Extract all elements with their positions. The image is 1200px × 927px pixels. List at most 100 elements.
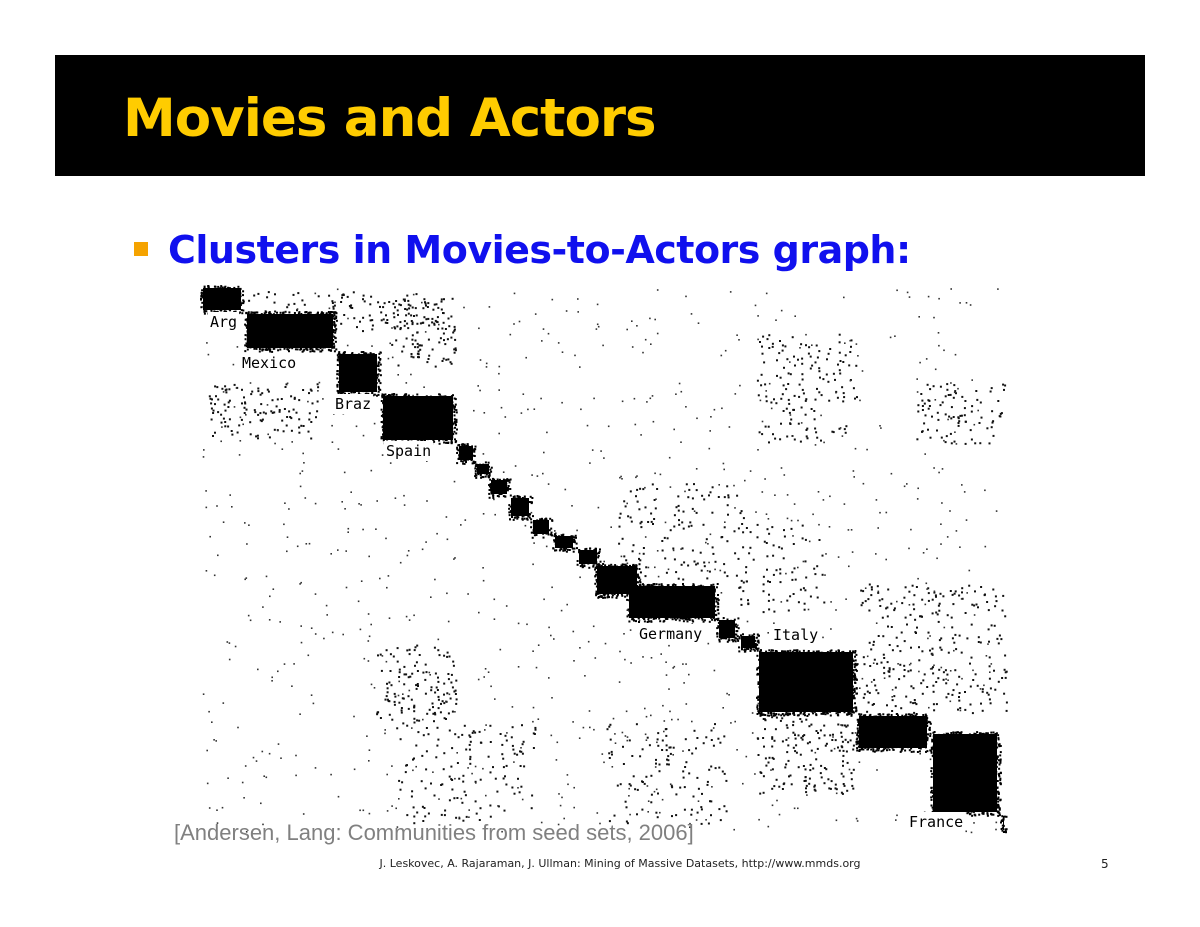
speckle-dot bbox=[758, 818, 760, 821]
cluster-dot bbox=[405, 397, 408, 400]
speckle-dot bbox=[232, 363, 235, 366]
speckle-dot bbox=[870, 681, 873, 683]
cluster-dot bbox=[385, 437, 388, 440]
cluster-dot bbox=[242, 290, 245, 293]
speckle-dot bbox=[773, 622, 775, 624]
noise-dot bbox=[530, 807, 533, 810]
speckle-dot bbox=[293, 663, 295, 665]
cluster-dot bbox=[416, 436, 419, 439]
noise-dot bbox=[800, 720, 803, 723]
speckle-dot bbox=[310, 627, 313, 629]
cluster-dot bbox=[443, 416, 446, 419]
noise-dot bbox=[275, 405, 278, 408]
noise-dot bbox=[950, 616, 953, 619]
noise-dot bbox=[804, 413, 807, 416]
cluster-dot bbox=[596, 552, 599, 555]
cluster-dot bbox=[432, 439, 435, 442]
cluster-dot bbox=[502, 489, 505, 492]
cluster-dot bbox=[234, 288, 237, 291]
cluster-dot bbox=[338, 364, 341, 367]
cluster-dot bbox=[303, 336, 306, 338]
noise-dot bbox=[773, 739, 776, 742]
cluster-dot bbox=[375, 382, 378, 384]
cluster-dot bbox=[204, 298, 207, 301]
cluster-dot bbox=[434, 410, 437, 413]
speckle-dot bbox=[668, 688, 670, 690]
noise-dot bbox=[890, 602, 893, 605]
cluster-dot bbox=[616, 575, 619, 578]
cluster-dot bbox=[336, 354, 339, 357]
cluster-dot bbox=[322, 322, 325, 325]
cluster-dot bbox=[455, 440, 458, 443]
noise-dot bbox=[813, 784, 816, 787]
cluster-dot bbox=[200, 291, 203, 294]
speckle-dot bbox=[754, 773, 756, 775]
noise-dot bbox=[671, 786, 674, 789]
noise-dot bbox=[792, 724, 795, 727]
cluster-dot bbox=[213, 307, 216, 310]
noise-dot bbox=[849, 739, 852, 742]
noise-dot bbox=[465, 815, 468, 818]
cluster-dot bbox=[449, 415, 452, 418]
cluster-dot bbox=[595, 551, 597, 554]
noise-dot bbox=[979, 641, 982, 644]
noise-dot bbox=[941, 401, 944, 404]
cluster-dot bbox=[408, 411, 411, 414]
cluster-dot bbox=[321, 314, 323, 317]
speckle-dot bbox=[363, 657, 366, 660]
noise-dot bbox=[394, 327, 397, 330]
noise-dot bbox=[636, 788, 639, 791]
noise-dot bbox=[937, 418, 940, 421]
noise-dot bbox=[742, 590, 745, 593]
cluster-dot bbox=[388, 431, 391, 433]
noise-dot bbox=[413, 815, 416, 818]
cluster-dot bbox=[379, 351, 382, 354]
speckle-dot bbox=[933, 590, 936, 593]
speckle-dot bbox=[391, 327, 393, 329]
cluster-dot bbox=[554, 533, 556, 536]
cluster-dot bbox=[376, 376, 378, 379]
cluster-dot bbox=[488, 465, 490, 468]
speckle-dot bbox=[234, 645, 237, 648]
cluster-dot bbox=[404, 417, 407, 420]
cluster-dot bbox=[365, 358, 368, 361]
speckle-dot bbox=[746, 620, 749, 623]
speckle-dot bbox=[835, 792, 838, 795]
speckle-dot bbox=[299, 713, 301, 715]
noise-dot bbox=[866, 710, 869, 713]
speckle-dot bbox=[770, 407, 773, 410]
slide-title: Movies and Actors bbox=[123, 88, 657, 149]
speckle-dot bbox=[636, 475, 638, 477]
speckle-dot bbox=[553, 638, 555, 640]
noise-dot bbox=[825, 373, 828, 376]
noise-dot bbox=[413, 757, 415, 760]
cluster-dot bbox=[490, 489, 493, 491]
noise-dot bbox=[992, 420, 995, 423]
noise-dot bbox=[505, 764, 508, 767]
noise-dot bbox=[791, 571, 794, 574]
noise-dot bbox=[912, 687, 915, 690]
cluster-dot bbox=[346, 388, 349, 391]
speckle-dot bbox=[885, 558, 887, 561]
cluster-dot bbox=[391, 436, 394, 439]
noise-dot bbox=[453, 690, 456, 693]
cluster-dot bbox=[512, 518, 515, 521]
cluster-dot bbox=[332, 331, 335, 334]
noise-dot bbox=[805, 435, 808, 438]
cluster-dot bbox=[379, 388, 382, 391]
cluster-dot bbox=[285, 326, 288, 329]
noise-dot bbox=[946, 388, 949, 391]
noise-dot bbox=[788, 775, 790, 778]
speckle-dot bbox=[593, 397, 595, 400]
noise-dot bbox=[688, 488, 691, 491]
noise-dot bbox=[773, 610, 776, 613]
cluster-dot bbox=[384, 399, 387, 402]
noise-dot bbox=[882, 653, 885, 656]
cluster-dot bbox=[402, 415, 405, 418]
cluster-dot bbox=[334, 329, 337, 332]
speckle-dot bbox=[478, 611, 480, 614]
noise-dot bbox=[641, 808, 644, 811]
cluster-dot bbox=[381, 410, 384, 413]
noise-dot bbox=[827, 778, 830, 781]
noise-dot bbox=[786, 751, 789, 754]
